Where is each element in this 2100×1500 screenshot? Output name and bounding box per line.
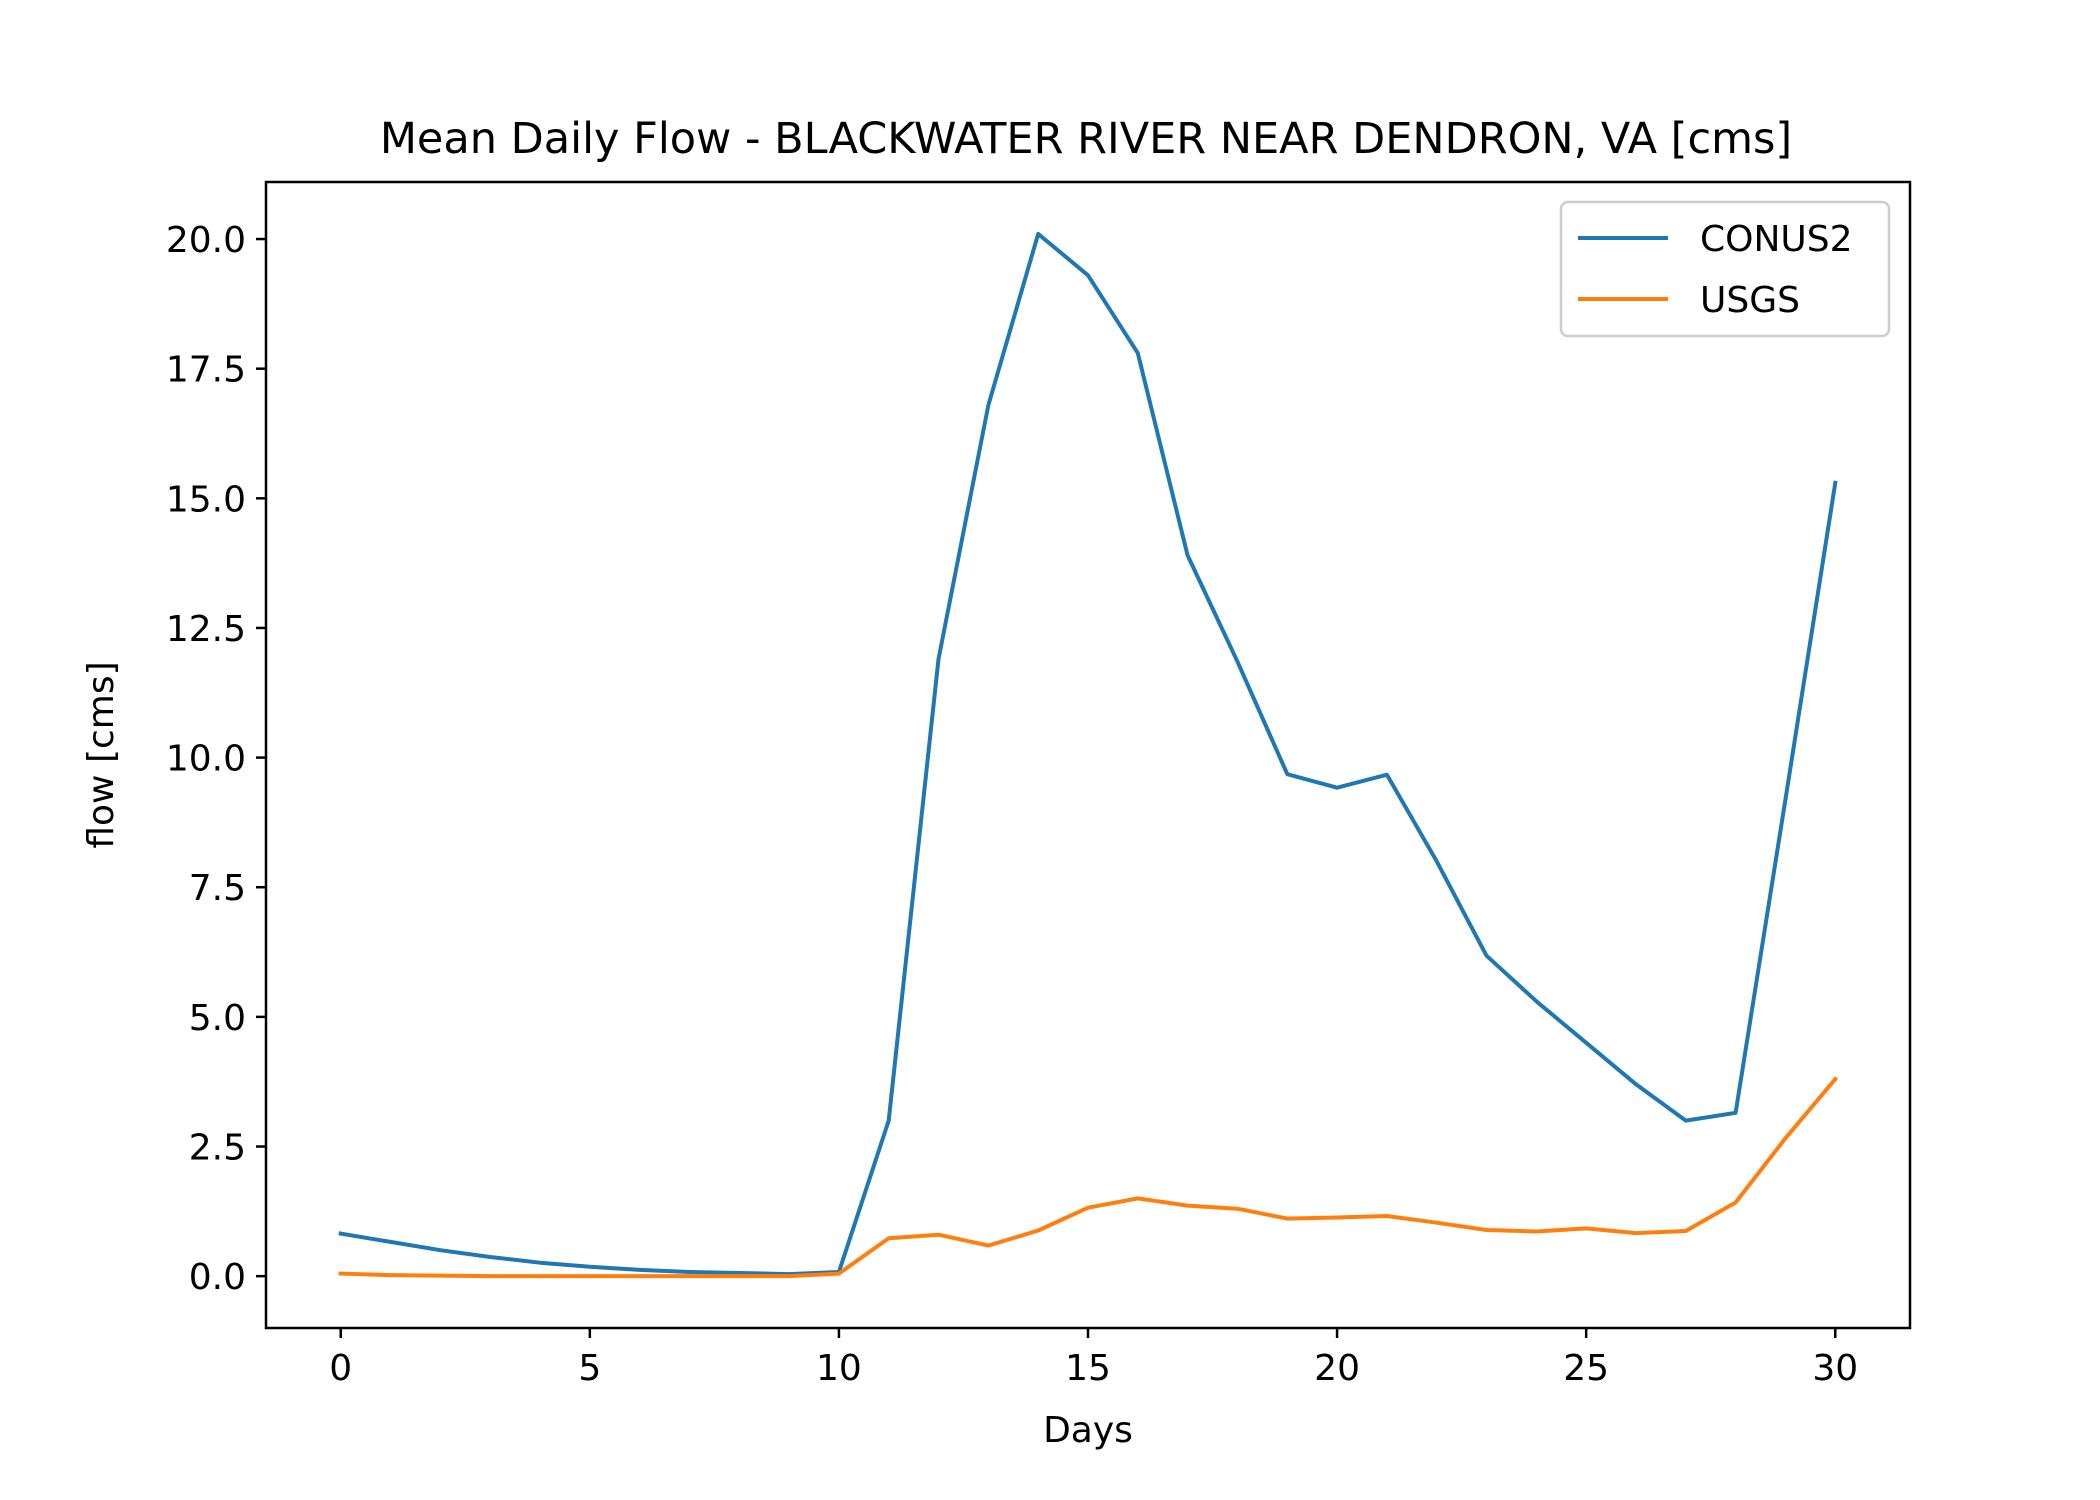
y-tick-label: 5.0 xyxy=(189,998,246,1039)
x-tick-label: 20 xyxy=(1314,1348,1360,1389)
x-tick-label: 5 xyxy=(578,1348,601,1389)
legend-box xyxy=(1559,200,1891,338)
y-tick-label: 2.5 xyxy=(189,1128,246,1169)
chart-title: Mean Daily Flow - BLACKWATER RIVER NEAR … xyxy=(380,114,1792,164)
x-tick-label: 10 xyxy=(816,1348,862,1389)
x-tick-label: 15 xyxy=(1065,1348,1111,1389)
y-tick-label: 15.0 xyxy=(166,479,246,520)
y-tick-label: 0.0 xyxy=(189,1257,246,1298)
y-tick-label: 7.5 xyxy=(189,868,246,909)
x-axis-label: Days xyxy=(1043,1410,1133,1451)
y-tick-label: 12.5 xyxy=(166,609,246,650)
series-line-usgs xyxy=(338,1076,1839,1279)
series-line-conus2 xyxy=(338,231,1838,1277)
y-tick-label: 17.5 xyxy=(166,350,246,391)
legend-label-conus2: CONUS2 xyxy=(1700,219,1853,260)
series-layer xyxy=(338,231,1839,1279)
y-tick-label: 20.0 xyxy=(166,220,246,261)
x-tick-label: 30 xyxy=(1812,1348,1858,1389)
y-axis-label: flow [cms] xyxy=(81,661,122,848)
x-tick-label: 0 xyxy=(329,1348,352,1389)
y-tick-label: 10.0 xyxy=(166,739,246,780)
legend-label-usgs: USGS xyxy=(1700,280,1800,321)
x-tick-label: 25 xyxy=(1563,1348,1609,1389)
legend: CONUS2 USGS xyxy=(1559,200,1891,338)
x-axis: 0 5 10 15 20 25 30 xyxy=(329,1328,1858,1389)
y-axis: 0.0 2.5 5.0 7.5 10.0 12.5 15.0 17.5 20.0 xyxy=(166,220,266,1298)
